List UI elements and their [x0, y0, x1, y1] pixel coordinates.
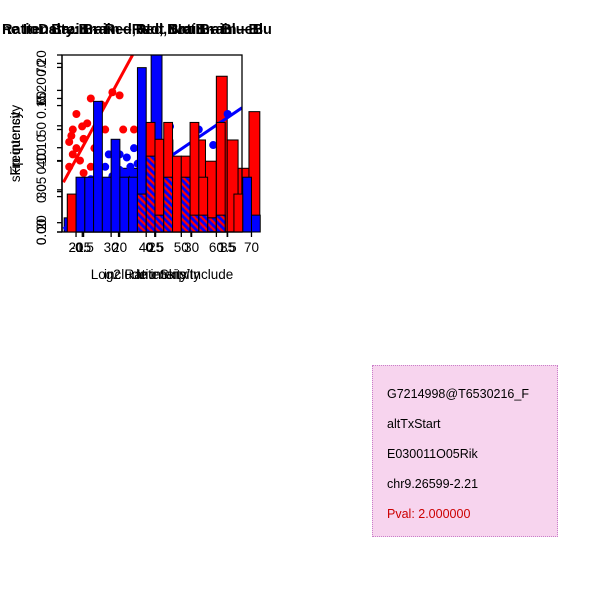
svg-text:0.10: 0.10 — [34, 148, 49, 174]
points-brain — [65, 88, 138, 177]
svg-text:1.5: 1.5 — [218, 240, 237, 255]
probe-id-text: G7214998@T6530216_F — [387, 387, 529, 401]
svg-text:0.05: 0.05 — [34, 177, 49, 203]
x-axis-label: include intensity — [104, 267, 200, 282]
chart-title: ne Itensity: Brain – Red, Not Brain – B — [2, 22, 263, 38]
svg-text:20: 20 — [69, 240, 84, 255]
svg-text:40: 40 — [139, 240, 154, 255]
svg-text:30: 30 — [104, 240, 119, 255]
intensity-hist-axes: 20 30 40 50 60 700.000.050.100.150.20 — [34, 50, 259, 255]
gene-name-text: E030011O05Rik — [387, 447, 478, 461]
svg-text:20: 20 — [112, 240, 127, 255]
event-type-text: altTxStart — [387, 417, 441, 431]
svg-text:15: 15 — [76, 240, 91, 255]
chart-title: Brain – Red, Not Brain – Blue — [51, 22, 252, 38]
svg-text:70: 70 — [244, 240, 259, 255]
info-box: G7214998@T6530216_F altTxStart E030011O0… — [372, 365, 558, 537]
chart-title: RatioData: Brain – Red, Not Brain – Blu — [2, 22, 272, 38]
svg-text:0.10: 0.10 — [34, 135, 49, 161]
svg-text:50: 50 — [174, 240, 189, 255]
x-axis-label: Log2 Ratio Skip/Include — [91, 267, 234, 282]
svg-text:30: 30 — [34, 184, 49, 199]
svg-text:60: 60 — [209, 240, 224, 255]
y-axis-label: Frequency — [8, 111, 23, 175]
svg-text:0.00: 0.00 — [34, 219, 49, 245]
svg-text:30: 30 — [184, 240, 199, 255]
svg-text:0.20: 0.20 — [34, 77, 49, 103]
svg-text:50: 50 — [34, 122, 49, 137]
locus-text: chr9.26599-2.21 — [387, 477, 479, 491]
svg-text:0.15: 0.15 — [34, 92, 49, 118]
svg-text:20: 20 — [34, 215, 49, 230]
svg-text:0.20: 0.20 — [34, 50, 49, 76]
svg-text:70: 70 — [34, 60, 49, 75]
svg-text:-0.5: -0.5 — [71, 240, 94, 255]
intensity-hist-bars — [66, 67, 261, 233]
svg-text:0.5: 0.5 — [145, 240, 164, 255]
pval-text: Pval: 2.000000 — [387, 507, 471, 521]
svg-text:0.00: 0.00 — [34, 219, 49, 245]
svg-text:25: 25 — [148, 240, 163, 255]
svg-text:35: 35 — [220, 240, 235, 255]
y-axis-label: Frequency — [8, 111, 23, 175]
y-axis-label: skip intensity — [8, 105, 23, 183]
x-axis-label: Intensity — [137, 267, 188, 282]
svg-text:40: 40 — [34, 153, 49, 168]
svg-text:60: 60 — [34, 91, 49, 106]
intensity-histogram-chart: 20 30 40 50 60 700.000.050.100.150.20Intensit… — [2, 22, 263, 282]
